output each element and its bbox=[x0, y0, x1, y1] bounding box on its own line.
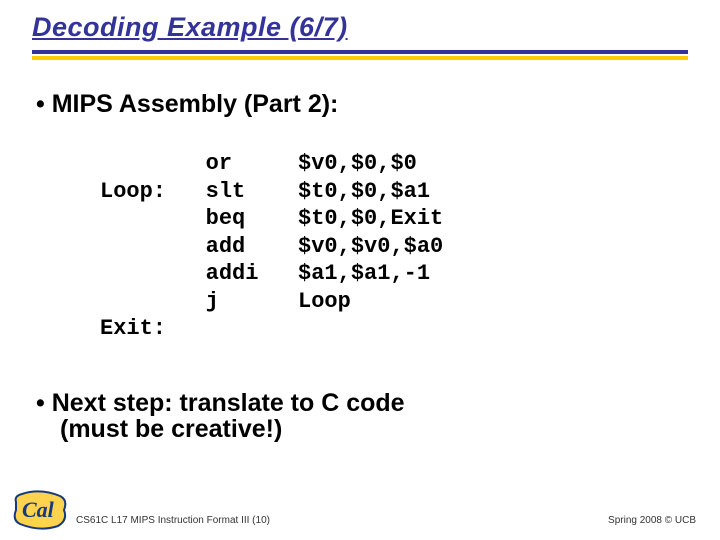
cal-logo-text: Cal bbox=[22, 497, 55, 522]
bullet-marker: • bbox=[36, 90, 45, 118]
cal-logo: Cal bbox=[12, 490, 68, 530]
bullet-next-step: • Next step: translate to C code (must b… bbox=[36, 390, 405, 443]
cal-logo-svg: Cal bbox=[12, 490, 68, 530]
footer-left: CS61C L17 MIPS Instruction Format III (1… bbox=[76, 515, 270, 526]
title-rule-top bbox=[32, 50, 688, 54]
slide: Decoding Example (6/7) • MIPS Assembly (… bbox=[0, 0, 720, 540]
title-rule-bottom bbox=[32, 56, 688, 60]
bullet-line1: Next step: translate to C code bbox=[52, 389, 405, 417]
slide-title: Decoding Example (6/7) bbox=[32, 12, 348, 42]
bullet-text: MIPS Assembly (Part 2): bbox=[52, 90, 339, 118]
title-wrap: Decoding Example (6/7) bbox=[32, 12, 688, 43]
bullet-mips-assembly: • MIPS Assembly (Part 2): bbox=[36, 90, 338, 119]
bullet-line2: (must be creative!) bbox=[60, 416, 405, 442]
bullet-marker: • bbox=[36, 389, 45, 417]
assembly-code-block: or $v0,$0,$0 Loop: slt $t0,$0,$a1 beq $t… bbox=[100, 150, 443, 343]
footer-right: Spring 2008 © UCB bbox=[608, 515, 696, 526]
